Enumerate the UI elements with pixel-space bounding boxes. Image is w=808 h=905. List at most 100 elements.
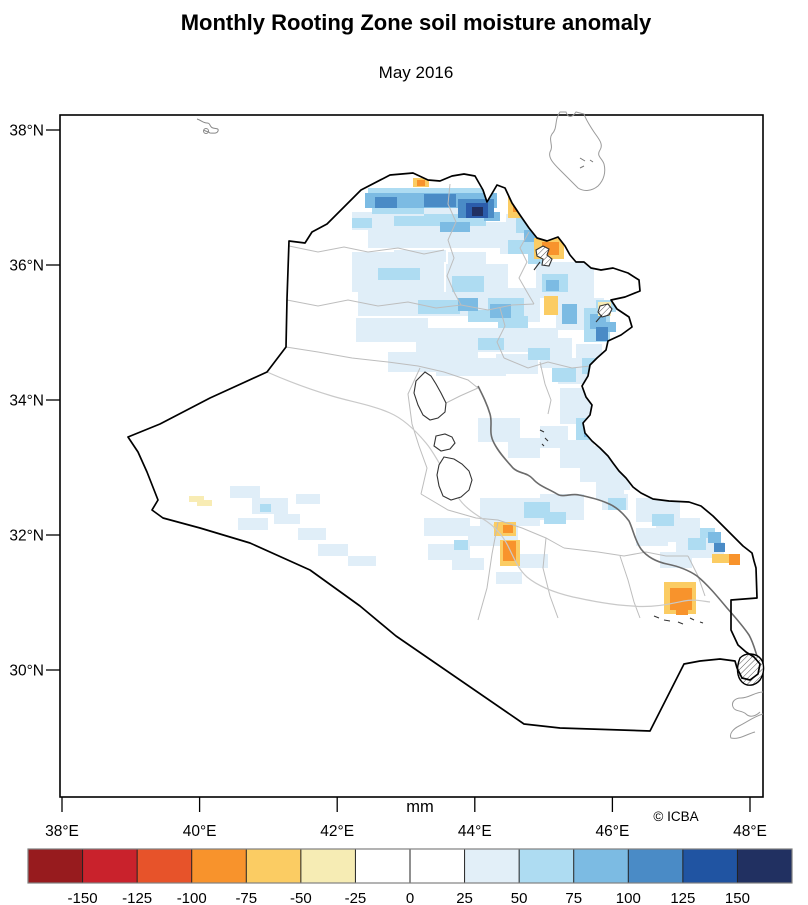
anomaly-cell	[375, 197, 397, 208]
x-axis-tick-label: 44°E	[458, 823, 492, 840]
anomaly-cell	[590, 314, 606, 329]
lake-tharthar	[413, 371, 447, 421]
anomaly-cell	[458, 298, 478, 311]
euphrates-river	[266, 371, 711, 608]
anomaly-cell	[544, 512, 566, 524]
y-axis-tick-label: 34°N	[9, 393, 44, 410]
anomaly-cell	[552, 368, 576, 382]
units-label: mm	[406, 798, 434, 816]
anomaly-cell	[524, 502, 550, 518]
colorbar-tick-label: -25	[345, 890, 367, 905]
anomaly-cell	[378, 268, 420, 280]
lake-urmia-outline	[549, 111, 606, 191]
anomaly-cell	[352, 218, 372, 228]
anomaly-cell	[452, 276, 484, 292]
anomaly-cell	[546, 280, 559, 291]
anomaly-cell	[348, 556, 376, 566]
turkey-small-lake	[196, 118, 219, 134]
anomaly-cell	[388, 352, 450, 372]
y-axis-tick-label: 30°N	[9, 663, 44, 680]
anomaly-cell	[394, 216, 436, 226]
colorbar-tick-label: -150	[68, 890, 98, 905]
lake-dukan	[533, 245, 553, 271]
anomaly-cell	[452, 558, 484, 570]
anomaly-cell	[189, 496, 204, 502]
colorbar-tick-label: 125	[670, 890, 695, 905]
turkey-small-lake-loop	[203, 128, 209, 134]
y-axis-tick-label: 36°N	[9, 258, 44, 275]
colorbar-cell	[464, 849, 520, 883]
colorbar-tick-label: 150	[725, 890, 750, 905]
colorbar-cell	[573, 849, 629, 883]
anomaly-cell	[700, 528, 715, 538]
anomaly-cell	[454, 540, 468, 550]
axes-layer: 38°E 40°E 42°E 44°E 46°E 48°E 38°N 36°N 34°N 32°N…	[9, 123, 767, 841]
anomaly-cell	[596, 327, 608, 341]
iraq-border-outline	[127, 172, 761, 732]
colorbar-cell	[28, 849, 83, 883]
colorbar-cell	[82, 849, 138, 883]
anomaly-cell	[318, 544, 348, 556]
anomaly-cell	[472, 207, 483, 216]
colorbar-tick-label: 100	[616, 890, 641, 905]
y-axis-tick-label: 32°N	[9, 528, 44, 545]
anomaly-cell	[440, 222, 470, 232]
figure-subtitle: May 2016	[379, 63, 454, 82]
colorbar-outline	[27, 848, 793, 884]
anomaly-cell	[729, 554, 740, 565]
colorbar-cell	[355, 849, 410, 883]
province-boundaries-layer	[285, 183, 706, 621]
x-axis-tick-label: 40°E	[183, 823, 217, 840]
colorbar-tick-label: -100	[177, 890, 207, 905]
kuwait-coast-outline	[730, 691, 764, 739]
anomaly-cell	[424, 194, 456, 207]
x-axis-tick-label: 38°E	[45, 823, 79, 840]
x-axis-tick-label: 46°E	[596, 823, 630, 840]
colorbar-tick-label: 0	[406, 890, 414, 905]
small-lakes-marks	[539, 429, 549, 447]
anomaly-cell	[508, 438, 540, 458]
colorbar-tick-label: 50	[511, 890, 528, 905]
anomaly-cell	[562, 304, 577, 324]
figure-title: Monthly Rooting Zone soil moisture anoma…	[181, 10, 652, 35]
colorbar-tick-label: -125	[122, 890, 152, 905]
colorbar-cell	[410, 849, 465, 883]
anomaly-cell	[688, 538, 706, 550]
anomaly-cell	[608, 498, 626, 510]
colorbar-cell	[682, 849, 738, 883]
anomaly-cell	[260, 504, 271, 512]
anomaly-cell	[676, 608, 688, 615]
lake-darbandikhan	[595, 303, 613, 323]
anomaly-cell	[368, 226, 463, 248]
rivers-layer	[266, 371, 758, 657]
lake-razzaza	[436, 456, 473, 501]
anomaly-cell	[394, 250, 446, 262]
anomaly-cell	[238, 518, 268, 530]
anomaly-cell	[652, 514, 674, 526]
colorbar-tick-label: -50	[290, 890, 312, 905]
colorbar-cell	[137, 849, 192, 883]
x-axis-tick-label: 48°E	[733, 823, 767, 840]
anomaly-cell	[417, 180, 425, 186]
colorbar: -150 -125 -100 -75 -50 -25 0 25 50 75 100 125 150	[27, 848, 793, 905]
credit-label: © ICBA	[653, 809, 698, 824]
neighbor-geography-layer	[196, 111, 764, 739]
anomaly-cell	[496, 572, 522, 584]
anomaly-cell	[498, 316, 528, 328]
anomaly-cell	[436, 358, 506, 376]
anomaly-cell	[528, 348, 550, 360]
anomaly-cell	[503, 525, 513, 533]
anomaly-cell	[712, 554, 732, 563]
anomaly-cell	[636, 528, 668, 546]
anomaly-cell	[714, 543, 725, 552]
colorbar-tick-label: -75	[235, 890, 257, 905]
colorbar-cell	[519, 849, 574, 883]
colorbar-cell	[737, 849, 792, 883]
anomaly-cell	[197, 500, 212, 506]
colorbar-tick-label: 75	[565, 890, 582, 905]
colorbar-cell	[246, 849, 301, 883]
anomaly-cell	[604, 322, 616, 332]
y-axis-tick-label: 38°N	[9, 123, 44, 140]
